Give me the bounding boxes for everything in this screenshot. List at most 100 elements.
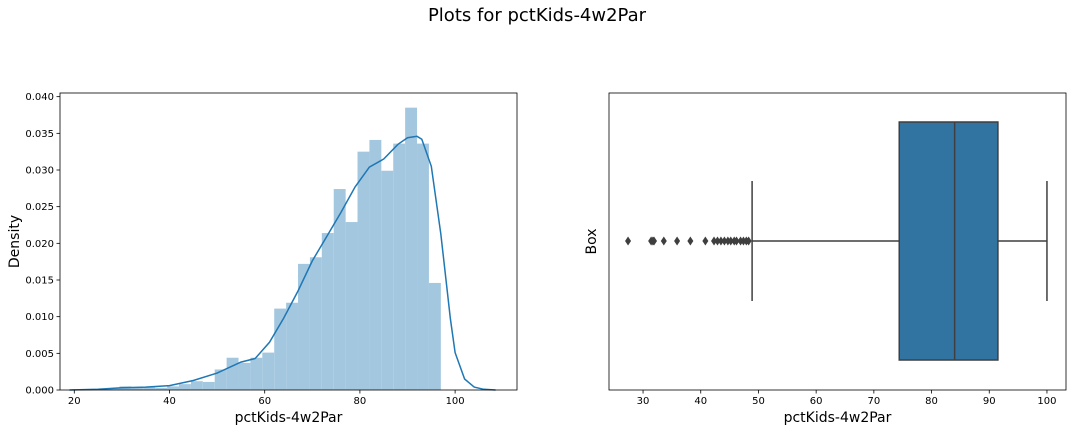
histogram-y-tick-label: 0.030 <box>25 166 54 177</box>
histogram-bar <box>143 387 156 390</box>
histogram-bar <box>309 257 322 390</box>
histogram-x-tick: 20 <box>68 390 81 407</box>
kde-line <box>69 135 496 391</box>
outlier-point <box>727 236 734 246</box>
histogram-bar <box>357 151 370 390</box>
histogram-y-tick-label: 0.015 <box>25 276 54 287</box>
boxplot-x-tick: 60 <box>810 390 823 407</box>
figure-suptitle: Plots for pctKids-4w2Par <box>428 5 647 26</box>
histogram-y-tick: 0.040 <box>25 92 60 103</box>
outlier-point <box>651 236 658 246</box>
histogram-frame <box>59 92 518 391</box>
histogram-y-tick-label: 0.005 <box>25 349 54 360</box>
histogram-bar <box>333 189 346 390</box>
histogram-bar <box>107 388 120 390</box>
histogram-bar <box>202 381 215 390</box>
histogram-bar <box>286 302 299 390</box>
histogram-y-tick-label: 0.025 <box>25 202 54 213</box>
histogram-bar <box>179 384 191 390</box>
boxplot-x-tick: 80 <box>925 390 938 407</box>
histogram-y-tick: 0.010 <box>25 312 60 323</box>
histogram-x-tick: 80 <box>354 390 367 407</box>
histogram-x-tick-label: 100 <box>446 396 465 407</box>
histogram-bar <box>393 143 406 390</box>
boxplot-x-tick-label: 90 <box>983 396 996 407</box>
histogram-y-tick: 0.020 <box>25 239 60 250</box>
iqr-box <box>898 121 999 361</box>
boxplot-x-tick-label: 30 <box>637 396 650 407</box>
histogram-x-tick: 100 <box>446 390 465 407</box>
histogram-bar <box>250 357 263 390</box>
histogram-y-tick-label: 0.040 <box>25 92 54 103</box>
outlier-point <box>660 236 667 246</box>
histogram-bar <box>345 222 358 390</box>
outlier-point <box>625 236 632 246</box>
histogram-x-tick: 60 <box>258 390 271 407</box>
histogram-x-label: pctKids-4w2Par <box>235 410 343 426</box>
boxplot-x-tick-label: 70 <box>867 396 880 407</box>
boxplot-y-label: Box <box>584 228 600 254</box>
outlier-point <box>717 236 724 246</box>
histogram-bar <box>238 362 251 390</box>
histogram-bar <box>381 170 394 390</box>
boxplot-x-tick-label: 40 <box>694 396 707 407</box>
histogram-y-tick: 0.030 <box>25 166 60 177</box>
histogram-x-ticks: 20 40 60 80 100 <box>68 390 465 407</box>
histogram-bar <box>190 381 203 390</box>
histogram-x-tick-label: 80 <box>354 396 367 407</box>
histogram-bar <box>321 233 334 390</box>
boxplot-x-tick-label: 80 <box>925 396 938 407</box>
histogram-y-tick: 0.025 <box>25 202 60 213</box>
boxplot-x-label: pctKids-4w2Par <box>784 410 892 426</box>
histogram-y-tick-label: 0.035 <box>25 129 54 140</box>
outlier-point <box>745 236 752 246</box>
histogram-y-tick: 0.005 <box>25 349 60 360</box>
histogram-y-tick: 0.015 <box>25 276 60 287</box>
outlier-point <box>721 236 728 246</box>
outlier-point <box>687 236 694 246</box>
histogram-y-ticks: 0.000 0.005 0.010 0.015 0.020 0.025 0.030 0.035… <box>25 92 60 397</box>
histogram-x-tick-label: 20 <box>68 396 81 407</box>
histogram-y-tick: 0.035 <box>25 129 60 140</box>
boxplot-frame <box>608 92 1067 391</box>
outlier-point <box>702 236 709 246</box>
histogram-bar <box>405 107 418 391</box>
histogram-bar <box>262 352 275 390</box>
histogram-x-tick-label: 40 <box>163 396 176 407</box>
boxplot-panel: 30 40 50 60 70 80 90 100 pctKids-4w2Par Box <box>584 92 1067 426</box>
histogram-bar <box>369 139 382 390</box>
boxplot-x-tick: 50 <box>752 390 765 407</box>
histogram-bar <box>214 369 227 390</box>
outlier-point <box>674 236 681 246</box>
histogram-bar <box>155 387 168 390</box>
histogram-bars <box>71 107 441 391</box>
boxplot-x-tick: 40 <box>694 390 707 407</box>
histogram-y-tick-label: 0.020 <box>25 239 54 250</box>
boxplot-x-tick-label: 60 <box>810 396 823 407</box>
histogram-y-tick-label: 0.000 <box>25 386 54 397</box>
boxplot <box>625 121 1048 361</box>
outlier-point <box>714 236 721 246</box>
boxplot-x-tick-label: 100 <box>1037 396 1056 407</box>
boxplot-x-tick-label: 50 <box>752 396 765 407</box>
boxplot-x-tick: 100 <box>1037 390 1057 407</box>
histogram-bar <box>428 282 441 390</box>
histogram-bar <box>274 308 287 390</box>
histogram-bar <box>298 263 310 390</box>
boxplot-x-tick: 90 <box>983 390 996 407</box>
histogram-bar <box>417 143 429 390</box>
boxplot-x-tick: 70 <box>867 390 880 407</box>
outlier-point <box>711 236 718 246</box>
outlier-point <box>733 236 740 246</box>
histogram-bar <box>131 387 144 390</box>
histogram-x-tick: 40 <box>163 390 176 407</box>
histogram-y-tick: 0.000 <box>25 386 60 397</box>
boxplot-x-tick: 30 <box>637 390 650 407</box>
boxplot-x-ticks: 30 40 50 60 70 80 90 100 <box>637 390 1057 407</box>
histogram-bar <box>167 386 180 390</box>
histogram-bar <box>226 357 239 390</box>
histogram-x-tick-label: 60 <box>258 396 271 407</box>
histogram-panel: 20 40 60 80 100 0.0000.0050.0100.0150.0200.0… <box>7 92 518 426</box>
histogram-y-tick-label: 0.010 <box>25 312 54 323</box>
